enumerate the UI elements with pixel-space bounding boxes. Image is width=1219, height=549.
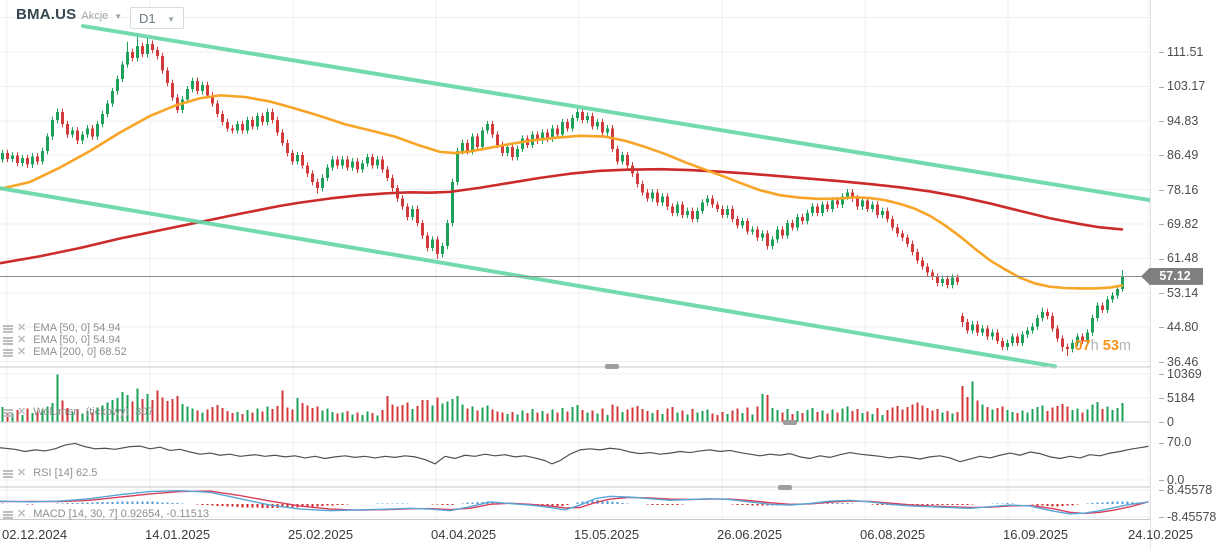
rsi-line — [0, 442, 1149, 465]
price-axis-label: 111.51 — [1159, 45, 1203, 59]
pane-resize-handle[interactable] — [778, 485, 792, 490]
pane-resize-handle[interactable] — [605, 364, 619, 369]
indicator-settings-icon[interactable] — [3, 510, 14, 519]
indicator-settings-icon[interactable] — [3, 348, 14, 357]
bar-countdown-timer: 07h 53m — [1075, 338, 1131, 354]
indicator-label: EMA [50, 0] 54.94 — [33, 322, 121, 334]
pane-resize-handle[interactable] — [783, 420, 797, 425]
macd-axis-label: -8.45578 — [1159, 510, 1216, 524]
indicator-close-icon[interactable]: ✕ — [17, 405, 27, 418]
volume-axis-label: 5184 — [1159, 391, 1195, 405]
pane-dividers — [0, 366, 1150, 520]
price-axis-label: 61.48 — [1159, 251, 1198, 265]
time-axis-label: 15.05.2025 — [574, 527, 640, 542]
indicator-legend-ema-1: ✕ EMA [50, 0] 54.94 — [3, 322, 121, 334]
price-axis-label: 86.49 — [1159, 148, 1198, 162]
indicator-legend-ema-3: ✕ EMA [200, 0] 68.52 — [3, 346, 127, 358]
price-axis-label: 44.80 — [1159, 320, 1198, 334]
time-axis-label: 14.01.2025 — [145, 527, 211, 542]
chevron-down-icon: ▼ — [167, 14, 175, 24]
time-axis-label: 24.10.2025 — [1128, 527, 1194, 542]
grid-lines — [0, 0, 1150, 520]
price-axis-label: 69.82 — [1159, 217, 1198, 231]
time-axis-label: 02.12.2024 — [2, 527, 68, 542]
indicator-label: EMA [200, 0] 68.52 — [33, 346, 127, 358]
indicator-close-icon[interactable]: ✕ — [17, 321, 27, 334]
time-axis-label: 04.04.2025 — [431, 527, 497, 542]
ema-50-line — [0, 94, 1124, 290]
instrument-type-label: Akcje — [81, 10, 109, 22]
macd-line — [0, 490, 1149, 515]
rsi-axis-label: 70.0 — [1159, 435, 1191, 449]
indicator-close-icon[interactable]: ✕ — [17, 507, 27, 520]
time-axis-label: 25.02.2025 — [288, 527, 354, 542]
indicator-label: Wolumen (tickowy) 307 — [33, 406, 154, 418]
price-axis-label: 53.14 — [1159, 286, 1198, 300]
indicator-close-icon[interactable]: ✕ — [17, 333, 27, 346]
volume-series — [1, 374, 1124, 422]
rsi-axis-label: 0.0 — [1159, 473, 1184, 487]
ema-200-line — [0, 167, 1124, 265]
current-price-value: 57.12 — [1159, 269, 1191, 284]
time-axis-label: 16.09.2025 — [1003, 527, 1069, 542]
price-axis-label: 78.16 — [1159, 183, 1198, 197]
time-axis[interactable]: 02.12.2024 14.01.2025 25.02.2025 04.04.2025… — [0, 524, 1219, 549]
indicator-label: EMA [50, 0] 54.94 — [33, 334, 121, 346]
timer-minutes: 53 — [1102, 338, 1119, 354]
timeframe-dropdown[interactable]: D1 ▼ — [130, 7, 184, 29]
indicator-legend-rsi: ✕ RSI [14] 62.5 — [3, 467, 97, 479]
time-axis-label: 26.06.2025 — [717, 527, 783, 542]
indicator-settings-icon[interactable] — [3, 336, 14, 345]
indicator-settings-icon[interactable] — [3, 324, 14, 333]
indicator-settings-icon[interactable] — [3, 469, 14, 478]
macd-signal-line — [0, 490, 1149, 515]
price-axis-label: 103.17 — [1159, 79, 1205, 93]
indicator-legend-ema-2: ✕ EMA [50, 0] 54.94 — [3, 334, 121, 346]
indicator-legend-volume: ✕ Wolumen (tickowy) 307 — [3, 406, 153, 418]
indicator-close-icon[interactable]: ✕ — [17, 466, 27, 479]
symbol-name: BMA.US — [16, 6, 77, 23]
timer-hours-unit: h — [1090, 338, 1103, 354]
time-axis-label: 06.08.2025 — [860, 527, 926, 542]
timer-hours: 07 — [1074, 338, 1091, 354]
indicator-label: MACD [14, 30, 7] 0.92654, -0.11513 — [33, 508, 210, 520]
price-axis-label: 36.46 — [1159, 355, 1198, 369]
timer-minutes-unit: m — [1118, 338, 1131, 354]
price-axis-label: 94.83 — [1159, 114, 1198, 128]
indicator-label: RSI [14] 62.5 — [33, 467, 98, 479]
volume-axis-label: 10369 — [1159, 367, 1202, 381]
indicator-close-icon[interactable]: ✕ — [17, 345, 27, 358]
indicator-legend-macd: ✕ MACD [14, 30, 7] 0.92654, -0.11513 — [3, 508, 209, 520]
symbol-selector[interactable]: BMA.US Akcje ▼ — [16, 6, 122, 23]
macd-axis-label: 8.45578 — [1159, 483, 1212, 497]
indicator-settings-icon[interactable] — [3, 408, 14, 417]
candlestick-series — [0, 33, 1125, 357]
timeframe-value: D1 — [139, 10, 156, 26]
trend-channel-lines[interactable] — [0, 24, 1152, 369]
chevron-down-icon: ▼ — [114, 11, 123, 21]
volume-axis-label: 0 — [1159, 415, 1174, 429]
current-price-badge: 57.12 — [1141, 267, 1203, 285]
